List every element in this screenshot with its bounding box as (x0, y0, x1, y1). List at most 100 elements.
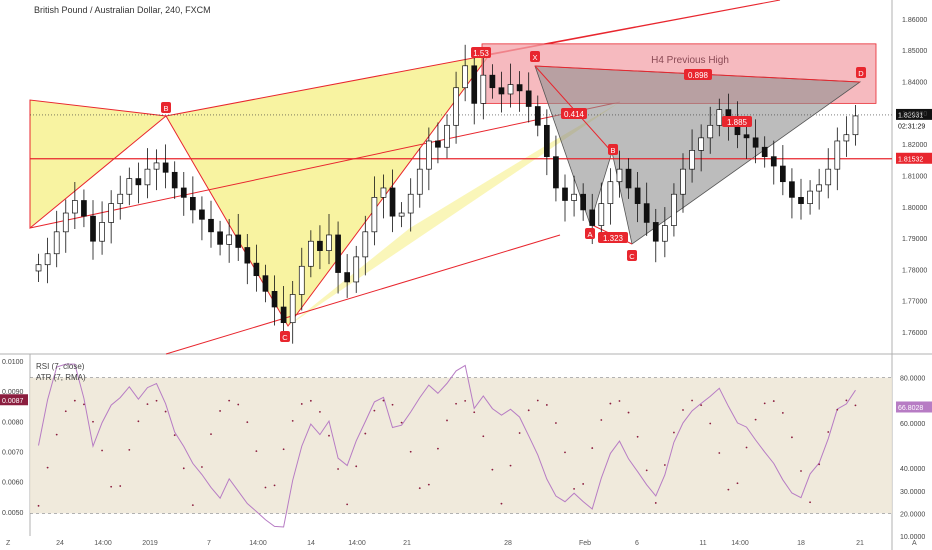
atr-dot (246, 421, 249, 424)
candle-down (471, 65, 478, 104)
atr-dot (55, 433, 58, 436)
candle-up (698, 137, 705, 151)
atr-dot (264, 486, 267, 489)
atr-dot (64, 410, 67, 413)
atr-dot (763, 402, 766, 405)
ratio-1-885-label: 1.885 (727, 118, 748, 127)
candle-up (426, 140, 432, 170)
rsi-tick-label: 30.0000 (900, 489, 925, 496)
point-c-label-bg (627, 250, 637, 261)
footer-right-icon[interactable]: A (912, 540, 917, 547)
price-axis[interactable]: 1.86000 1.85000 1.84000 1.83000 1.82000 1.810… (902, 17, 927, 337)
atr-dot (809, 501, 811, 504)
candle-down (217, 231, 223, 245)
candle-up (407, 193, 414, 214)
point-x-label-bg (530, 51, 540, 62)
rsi-band (30, 377, 892, 514)
candle-up (35, 264, 42, 272)
atr-tick-label: 0.0050 (2, 510, 24, 517)
atr-dot (182, 467, 185, 470)
atr-dot (382, 399, 385, 402)
candle-down (770, 156, 777, 167)
candle-up (689, 150, 695, 170)
point-b-label-bg (608, 144, 618, 155)
atr-dot (682, 409, 684, 411)
rsi-tick-label: 40.0000 (900, 466, 925, 473)
candle-up (380, 187, 387, 198)
atr-dot (291, 419, 294, 422)
time-axis[interactable]: 24 14:00 2019 7 14:00 14 14:00 21 28 Feb 6 11 14:00 1… (56, 540, 864, 547)
atr-dot (854, 404, 857, 407)
yellow-pattern-fill (288, 102, 620, 326)
atr-value-tag-bg (0, 394, 28, 406)
candle-down (344, 272, 350, 283)
candle-down (761, 146, 768, 157)
atr-dot (500, 502, 503, 505)
candle-up (53, 231, 60, 255)
candle-down (244, 247, 251, 264)
candle-down (543, 124, 550, 157)
atr-dot (791, 436, 793, 439)
candle-up (598, 203, 605, 226)
point-x-label: X (532, 53, 537, 62)
time-tick-label: Feb (579, 540, 591, 547)
atr-dot (564, 451, 566, 454)
pattern-labels: B C X A B C D 1.53 0.414 1.323 1.885 0.898 H4 Previo… (161, 47, 932, 342)
point-a-label: A (587, 230, 592, 239)
atr-dot (237, 403, 240, 406)
candle-down (525, 90, 532, 107)
atr-dot (718, 452, 721, 454)
atr-dot (818, 463, 821, 466)
time-tick-label: 21 (403, 540, 411, 547)
atr-dot (727, 488, 730, 491)
yellow-pattern-lower-line (165, 234, 561, 355)
ratio-0-414-label: 0.414 (564, 110, 585, 119)
candle-up (226, 234, 233, 245)
candle-up (416, 168, 423, 195)
zone-label: H4 Previous High (651, 55, 729, 66)
candle-up (843, 134, 850, 142)
indicator-pane[interactable]: 80.0000 60.0000 40.0000 30.0000 20.0000 10.00… (0, 359, 932, 541)
ratio-0-898-label-bg (684, 69, 712, 80)
time-tick-label: 2019 (142, 540, 158, 547)
candle-up (816, 184, 823, 192)
atr-dot (836, 408, 839, 411)
atr-dot (745, 446, 748, 449)
point-b-label: B (610, 146, 615, 155)
candle-up (371, 197, 378, 233)
candle-up (71, 200, 78, 214)
atr-dot (427, 483, 430, 486)
candle-up (444, 124, 450, 148)
price-tick-label: 1.78000 (902, 267, 927, 274)
time-tick-label: 14:00 (348, 540, 366, 547)
price-tick-label: 1.82000 (902, 142, 927, 149)
support-price-tag-bg (896, 152, 932, 164)
time-tick-label: 7 (207, 540, 211, 547)
rsi-label: RSI (7, close) (36, 362, 85, 371)
candle-down (589, 209, 596, 226)
candle-down (135, 178, 142, 186)
atr-dot (201, 466, 203, 468)
footer-left-icon[interactable]: Z (6, 540, 11, 547)
candle-up (326, 234, 332, 251)
atr-dot (164, 410, 167, 413)
candle-up (716, 109, 723, 126)
atr-dot (845, 399, 848, 402)
atr-dot (191, 504, 194, 507)
atr-dot (437, 447, 439, 450)
atr-dot (645, 469, 648, 472)
ratio-1-885-label-bg (722, 116, 752, 127)
atr-dot (464, 400, 467, 402)
candle-down (743, 134, 750, 139)
candle-up (353, 256, 360, 283)
ratio-1-323-label-bg (598, 232, 628, 243)
atr-dot (273, 484, 276, 487)
atr-dot (781, 412, 784, 414)
candle-up (671, 193, 677, 226)
rsi-line (38, 363, 856, 528)
candle-up (126, 178, 133, 195)
atr-dot (146, 403, 149, 406)
candle-down (262, 275, 269, 292)
rsi-tick-label: 80.0000 (900, 376, 925, 383)
